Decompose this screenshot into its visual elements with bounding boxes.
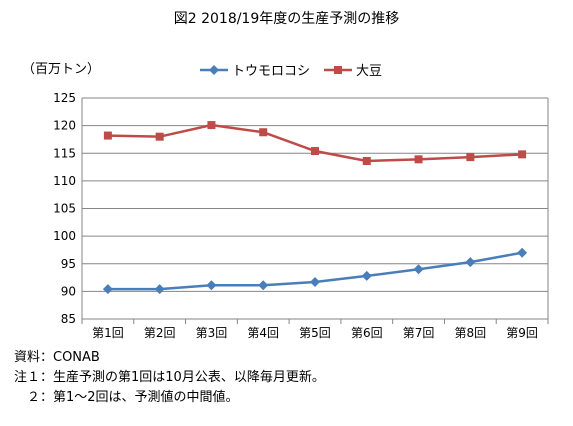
data-point-diamond <box>154 284 165 295</box>
data-point-diamond <box>206 280 217 291</box>
y-tick-label: 90 <box>61 284 76 298</box>
data-point-diamond <box>465 257 476 268</box>
series-line <box>107 123 523 163</box>
data-point-diamond <box>413 264 424 275</box>
data-point-diamond <box>102 284 113 295</box>
x-tick-label: 第6回 <box>351 326 383 340</box>
y-tick-label: 85 <box>61 312 76 326</box>
x-tick-label: 第3回 <box>196 326 228 340</box>
series-soybean <box>103 121 527 165</box>
y-tick-label: 100 <box>53 229 76 243</box>
source-note: 資料：CONAB <box>14 350 100 365</box>
x-tick-label: 第9回 <box>506 326 538 340</box>
legend: トウモロコシ 大豆 <box>200 64 382 79</box>
data-point-square <box>518 150 527 159</box>
data-point-square <box>414 155 423 164</box>
legend-item: 大豆 <box>324 64 382 79</box>
data-point-square <box>103 131 112 140</box>
x-tick-label: 第2回 <box>144 326 176 340</box>
series-group <box>102 121 528 295</box>
data-point-diamond <box>361 270 372 281</box>
footnote-1: 注１：生産予測の第1回は10月公表、以降毎月更新。 <box>14 370 325 385</box>
data-point-square <box>334 66 342 74</box>
footnote-2: ２：第1～2回は、予測値の中間値。 <box>14 390 239 405</box>
series-corn <box>102 247 528 295</box>
y-tick-label: 125 <box>53 91 76 105</box>
data-point-square <box>362 156 371 165</box>
y-axis-unit-label: （百万トン） <box>22 62 100 77</box>
data-point-diamond <box>209 65 219 75</box>
y-tick-label: 120 <box>53 119 76 133</box>
legend-item: トウモロコシ <box>200 64 310 79</box>
data-point-square <box>466 153 475 162</box>
y-tick-label: 95 <box>61 257 76 271</box>
y-tick-label: 110 <box>53 174 76 188</box>
data-point-square <box>207 121 216 130</box>
data-point-square <box>155 132 164 141</box>
x-tick-label: 第1回 <box>92 326 124 340</box>
data-point-square <box>259 128 268 137</box>
data-point-diamond <box>258 280 269 291</box>
axes <box>81 98 549 324</box>
tick-labels: 85 90 95 100 105 110 115 120 125 第1回 第2回 第3回 第4回 第5回 第… <box>53 91 538 340</box>
x-tick-label: 第8回 <box>455 326 487 340</box>
data-point-diamond <box>517 247 528 258</box>
legend-label: トウモロコシ <box>232 64 310 79</box>
x-tick-label: 第5回 <box>299 326 331 340</box>
chart-title: 図2 2018/19年度の生産予測の推移 <box>173 11 400 27</box>
y-tick-label: 105 <box>53 202 76 216</box>
legend-label: 大豆 <box>356 64 382 79</box>
y-tick-label: 115 <box>53 146 76 160</box>
x-tick-label: 第7回 <box>403 326 435 340</box>
data-point-square <box>311 147 319 156</box>
x-tick-label: 第4回 <box>247 326 279 340</box>
data-point-diamond <box>310 276 320 287</box>
